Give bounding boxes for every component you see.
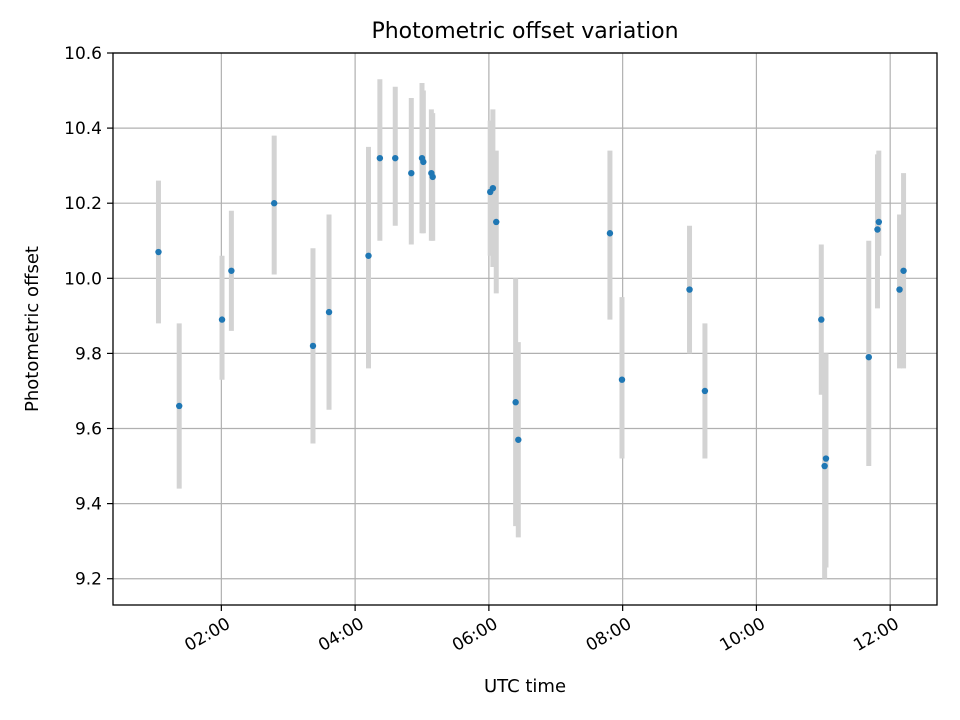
data-point	[228, 267, 235, 274]
y-tick-label: 10.6	[64, 44, 102, 64]
data-point	[822, 455, 830, 462]
data-point	[429, 173, 436, 181]
data-point	[408, 169, 415, 177]
data-point	[618, 376, 626, 383]
data-point	[515, 436, 522, 443]
y-tick-label: 10.4	[64, 119, 102, 139]
data-point	[900, 267, 907, 274]
data-point	[218, 316, 226, 323]
data-point	[686, 286, 693, 293]
data-point	[489, 184, 497, 192]
plot-frame	[112, 52, 938, 606]
data-point	[376, 154, 384, 162]
data-point	[821, 462, 828, 470]
data-point	[865, 353, 872, 361]
y-tick-label: 10.2	[64, 194, 102, 214]
data-point	[365, 252, 372, 259]
y-tick-label: 9.4	[75, 495, 102, 515]
data-point	[325, 308, 333, 316]
data-point	[875, 218, 883, 226]
data-point	[392, 154, 399, 162]
chart-title: Photometric offset variation	[371, 19, 678, 44]
data-point	[701, 387, 709, 395]
data-point	[270, 200, 278, 207]
data-point	[896, 286, 903, 293]
data-point	[176, 402, 183, 410]
data-point	[818, 316, 825, 323]
data-point	[309, 342, 317, 350]
data-point	[512, 399, 519, 406]
y-axis-label: Photometric offset	[22, 246, 43, 412]
y-axis-ticks: 9.2 9.4 9.6 9.8 10.0 10.2 10.4 10.6	[64, 44, 113, 590]
data-point	[606, 230, 614, 237]
data-point	[155, 248, 162, 256]
y-tick-label: 9.6	[75, 420, 102, 440]
y-tick-label: 9.2	[75, 570, 102, 590]
x-axis-label: UTC time	[484, 676, 566, 697]
data-point	[420, 158, 427, 166]
y-tick-label: 9.8	[75, 344, 102, 364]
y-tick-label: 10.0	[64, 269, 102, 289]
data-points	[155, 154, 907, 470]
data-point	[493, 218, 500, 226]
data-point	[874, 226, 881, 233]
